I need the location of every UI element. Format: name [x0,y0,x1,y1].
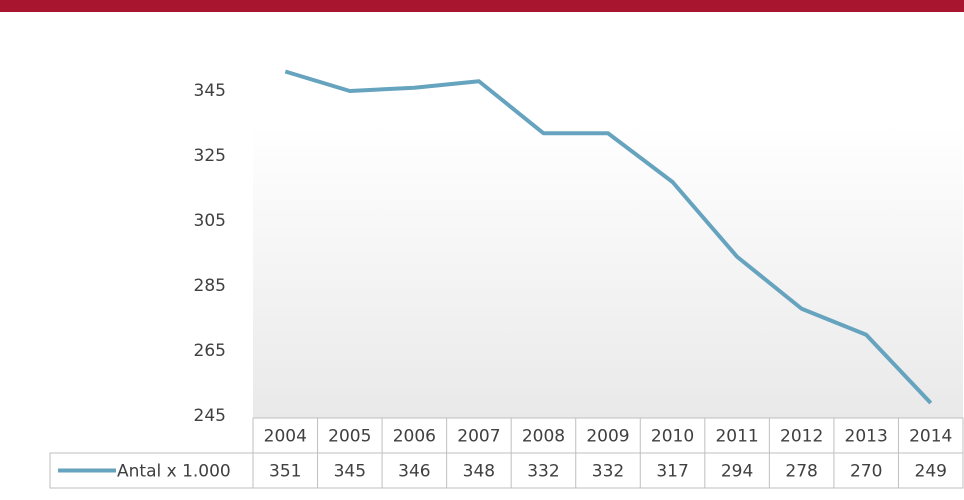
data-line [284,69,933,405]
table-value: 332 [592,462,624,482]
table-value: 351 [269,462,301,482]
table-value: 317 [656,462,688,482]
y-tick-label: 325 [194,146,226,166]
y-tick-label: 285 [194,276,226,296]
x-tick-label: 2010 [651,427,694,447]
y-tick-label: 265 [194,341,226,361]
x-tick-label: 2005 [328,427,371,447]
plot-background [253,125,963,418]
table-value: 345 [334,462,366,482]
y-tick-label: 305 [194,211,226,231]
x-tick-label: 2011 [715,427,758,447]
header-bar [0,0,964,12]
x-tick-label: 2014 [909,427,952,447]
table-cell [49,452,964,489]
x-tick-label: 2012 [780,427,823,447]
x-tick-label: 2009 [586,427,629,447]
table-value: 332 [527,462,559,482]
x-tick-label: 2006 [393,427,436,447]
y-tick-label: 245 [194,406,226,426]
table-value: 348 [463,462,495,482]
table-value: 270 [850,462,882,482]
x-tick-label: 2013 [845,427,888,447]
table-value: 346 [398,462,430,482]
table-value: 294 [721,462,753,482]
x-tick-label: 2007 [457,427,500,447]
y-tick-label: 345 [194,81,226,101]
x-tick-label: 2004 [264,427,307,447]
legend-label: Antal x 1.000 [117,462,231,482]
table-value: 249 [915,462,947,482]
table-value: 278 [785,462,817,482]
x-tick-label: 2008 [522,427,565,447]
